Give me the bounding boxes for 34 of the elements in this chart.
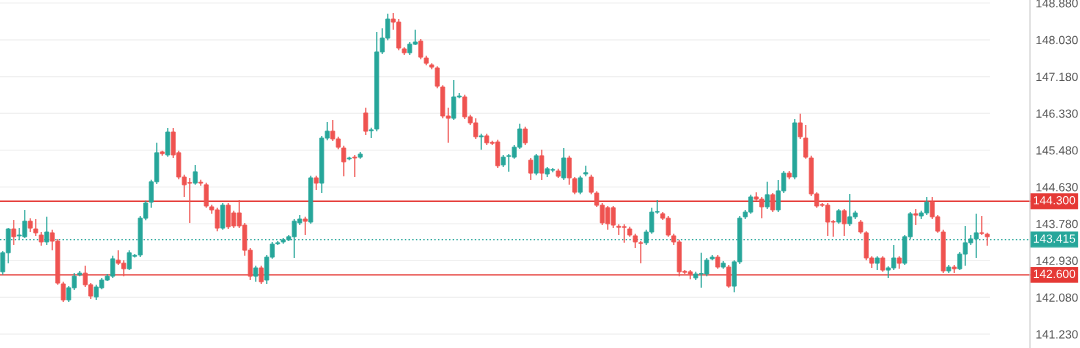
y-tick-label: 146.330 [1036,109,1078,118]
y-tick-label: 141.230 [1036,330,1078,339]
candlestick [979,215,985,236]
candlestick [11,219,17,246]
candlestick [220,202,226,231]
y-tick-label: 148.880 [1036,0,1078,8]
candlestick [44,216,50,246]
y-tick-label: 145.480 [1036,146,1078,155]
candlestick [165,127,171,158]
candlestick [770,192,776,213]
candlestick [726,264,732,289]
candlestick [797,113,803,140]
candlestick [764,181,770,210]
ref-line-label: 142.600 [1033,269,1076,279]
ref-line-label: 144.300 [1033,196,1076,205]
y-tick-label: 142.930 [1036,256,1078,265]
candlestick [258,265,264,285]
candlestick [841,208,847,237]
candlestick [533,153,539,176]
y-tick-label: 144.630 [1036,183,1078,192]
ref-line-label: 143.415 [1033,234,1076,243]
candlestick [302,216,308,236]
candlestick [522,126,528,146]
candlestick [352,154,358,178]
candlestick [577,175,583,195]
candlestick [561,147,567,181]
candlestick [192,164,198,186]
candlestick [363,107,369,136]
y-tick-label: 148.030 [1036,35,1078,45]
candlestick [528,157,534,181]
candlestick [539,149,545,181]
y-tick-label: 143.780 [1036,219,1078,229]
y-tick-label: 142.080 [1036,293,1078,302]
y-tick-label: 147.180 [1036,72,1078,82]
